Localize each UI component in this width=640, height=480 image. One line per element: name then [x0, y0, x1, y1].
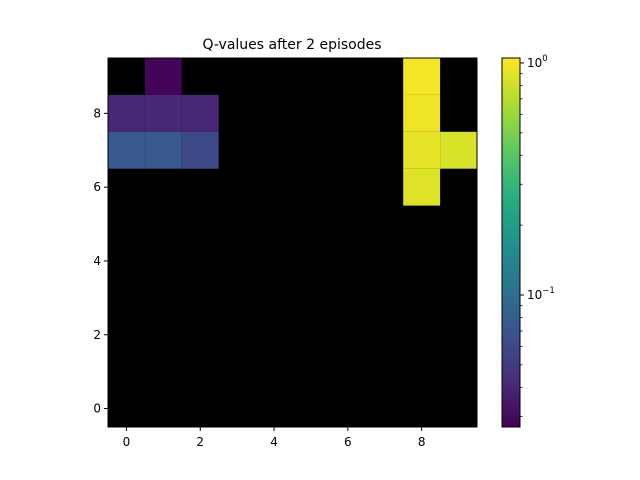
y-axis-ticks: 0 2 4 6 8 [93, 106, 108, 416]
colorbar-major-ticks: 100 10−1 [520, 54, 555, 302]
colorbar-gradient [502, 58, 520, 427]
x-tick-label: 4 [270, 435, 278, 449]
y-tick-label: 2 [93, 328, 101, 342]
heatmap-cell [440, 131, 477, 169]
heatmap-cells [108, 58, 477, 206]
heatmap-cell [144, 94, 182, 132]
heatmap-cell [108, 131, 145, 169]
y-tick-label: 4 [93, 254, 101, 268]
heatmap-cell [403, 168, 441, 206]
x-tick-label: 6 [344, 435, 352, 449]
heatmap-cell [403, 131, 441, 169]
colorbar-tick-label: 100 [527, 54, 548, 70]
heatmap-cell [403, 58, 441, 95]
heatmap-cell [403, 94, 441, 132]
chart-title: Q-values after 2 episodes [202, 37, 381, 53]
colorbar: 100 10−1 [501, 54, 555, 428]
heatmap-cell [144, 58, 182, 95]
plot-area: 0 2 4 6 8 0 2 4 6 8 [93, 57, 478, 449]
plot-frame [107, 57, 478, 428]
colorbar-frame [501, 57, 521, 428]
colorbar-tick-label: 10−1 [527, 286, 555, 302]
heatmap-cell [181, 131, 219, 169]
x-axis-ticks: 0 2 4 6 8 [123, 427, 426, 449]
heatmap-cell [144, 131, 182, 169]
y-tick-label: 0 [93, 402, 101, 416]
x-tick-label: 2 [196, 435, 204, 449]
y-tick-label: 6 [93, 180, 101, 194]
y-tick-label: 8 [93, 106, 101, 120]
x-tick-label: 0 [123, 435, 131, 449]
heatmap-cell [108, 94, 145, 132]
heatmap-cell [181, 94, 219, 132]
x-tick-label: 8 [418, 435, 426, 449]
